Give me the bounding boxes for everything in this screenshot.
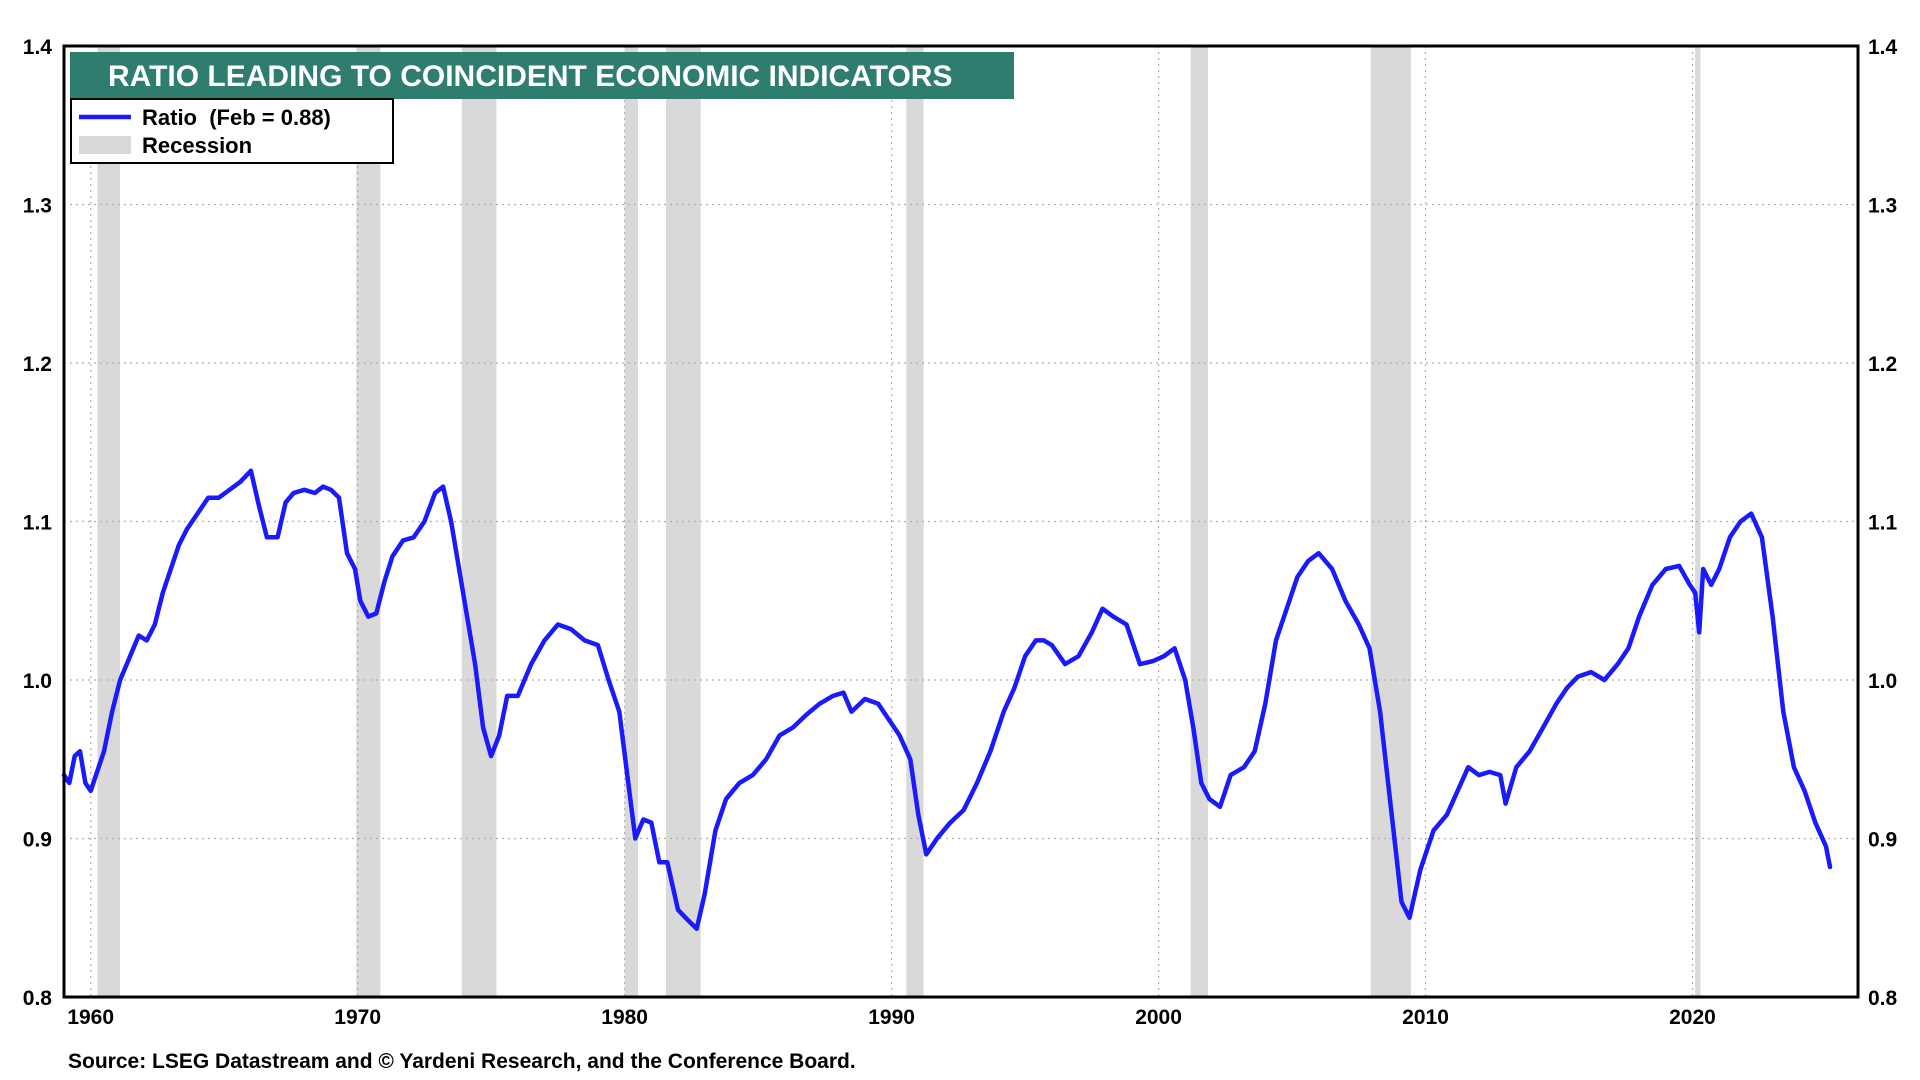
y-tick-right-3: 1.1 [1868, 512, 1898, 535]
title-background [70, 52, 1014, 99]
y-tick-right-5: 1.3 [1868, 195, 1897, 218]
ratio-series-line [61, 468, 1833, 932]
recession-band-5 [906, 46, 924, 997]
x-tick-0: 1960 [67, 1006, 114, 1029]
legend-band-swatch [79, 136, 131, 154]
x-tick-6: 2020 [1669, 1006, 1716, 1029]
y-tick-left-3: 1.1 [23, 512, 53, 535]
x-tick-3: 1990 [868, 1006, 915, 1029]
y-tick-left-1: 0.9 [23, 829, 52, 852]
y-tick-left-2: 1.0 [23, 670, 52, 693]
y-tick-left-5: 1.3 [23, 195, 52, 218]
y-tick-right-2: 1.0 [1868, 670, 1897, 693]
chart-title: RATIO LEADING TO COINCIDENT ECONOMIC IND… [108, 60, 952, 93]
x-tick-5: 2010 [1402, 1006, 1449, 1029]
chart-title-box: RATIO LEADING TO COINCIDENT ECONOMIC IND… [70, 52, 1014, 99]
y-tick-right-6: 1.4 [1868, 36, 1898, 59]
plot-frame [62, 44, 1860, 999]
x-axis-labels: 1960 1970 1980 1990 2000 2010 2020 [67, 1006, 1716, 1029]
y-tick-left-6: 1.4 [23, 36, 53, 59]
legend-label-ratio: Ratio (Feb = 0.88) [142, 105, 331, 130]
source-note: Source: LSEG Datastream and © Yardeni Re… [68, 1050, 856, 1073]
y-axis-right-labels: 0.8 0.9 1.0 1.1 1.2 1.3 1.4 [1868, 36, 1898, 1010]
recession-band-3 [624, 46, 638, 997]
grid-lines [64, 46, 1858, 997]
y-axis-left-labels: 0.8 0.9 1.0 1.1 1.2 1.3 1.4 [23, 36, 53, 1010]
x-tick-4: 2000 [1135, 1006, 1182, 1029]
legend-label-recession: Recession [142, 133, 252, 158]
legend: Ratio (Feb = 0.88) Recession [70, 98, 394, 164]
y-tick-right-4: 1.2 [1868, 353, 1897, 376]
y-tick-right-0: 0.8 [1868, 987, 1898, 1010]
x-tick-1: 1970 [334, 1006, 381, 1029]
y-tick-left-0: 0.8 [23, 987, 53, 1010]
y-tick-right-1: 0.9 [1868, 829, 1897, 852]
x-tick-2: 1980 [601, 1006, 648, 1029]
y-tick-left-4: 1.2 [23, 353, 52, 376]
